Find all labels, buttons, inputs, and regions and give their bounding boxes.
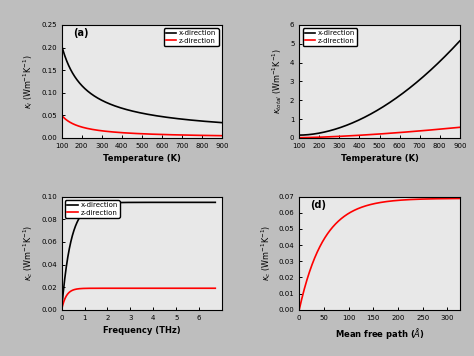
Y-axis label: $\kappa_{total}$ (Wm$^{-1}$K$^{-1}$): $\kappa_{total}$ (Wm$^{-1}$K$^{-1}$) [270,48,284,114]
X-axis label: Mean free path ($\AA$): Mean free path ($\AA$) [335,326,424,341]
Text: (c): (c) [73,200,88,210]
Text: (b): (b) [310,28,327,38]
Text: (d): (d) [310,200,327,210]
Legend: x-direction, z-direction: x-direction, z-direction [303,28,357,46]
X-axis label: Temperature (K): Temperature (K) [340,155,419,163]
Y-axis label: $\kappa_c$ (Wm$^{-1}$K$^{-1}$): $\kappa_c$ (Wm$^{-1}$K$^{-1}$) [21,225,36,281]
Legend: x-direction, z-direction: x-direction, z-direction [65,200,120,218]
Text: (a): (a) [73,28,88,38]
Y-axis label: $\kappa_c$ (Wm$^{-1}$K$^{-1}$): $\kappa_c$ (Wm$^{-1}$K$^{-1}$) [259,225,273,281]
Legend: x-direction, z-direction: x-direction, z-direction [164,28,219,46]
Y-axis label: $\kappa_l$ (Wm$^{-1}$K$^{-1}$): $\kappa_l$ (Wm$^{-1}$K$^{-1}$) [21,54,36,109]
X-axis label: Temperature (K): Temperature (K) [103,155,181,163]
X-axis label: Frequency (THz): Frequency (THz) [103,326,181,335]
